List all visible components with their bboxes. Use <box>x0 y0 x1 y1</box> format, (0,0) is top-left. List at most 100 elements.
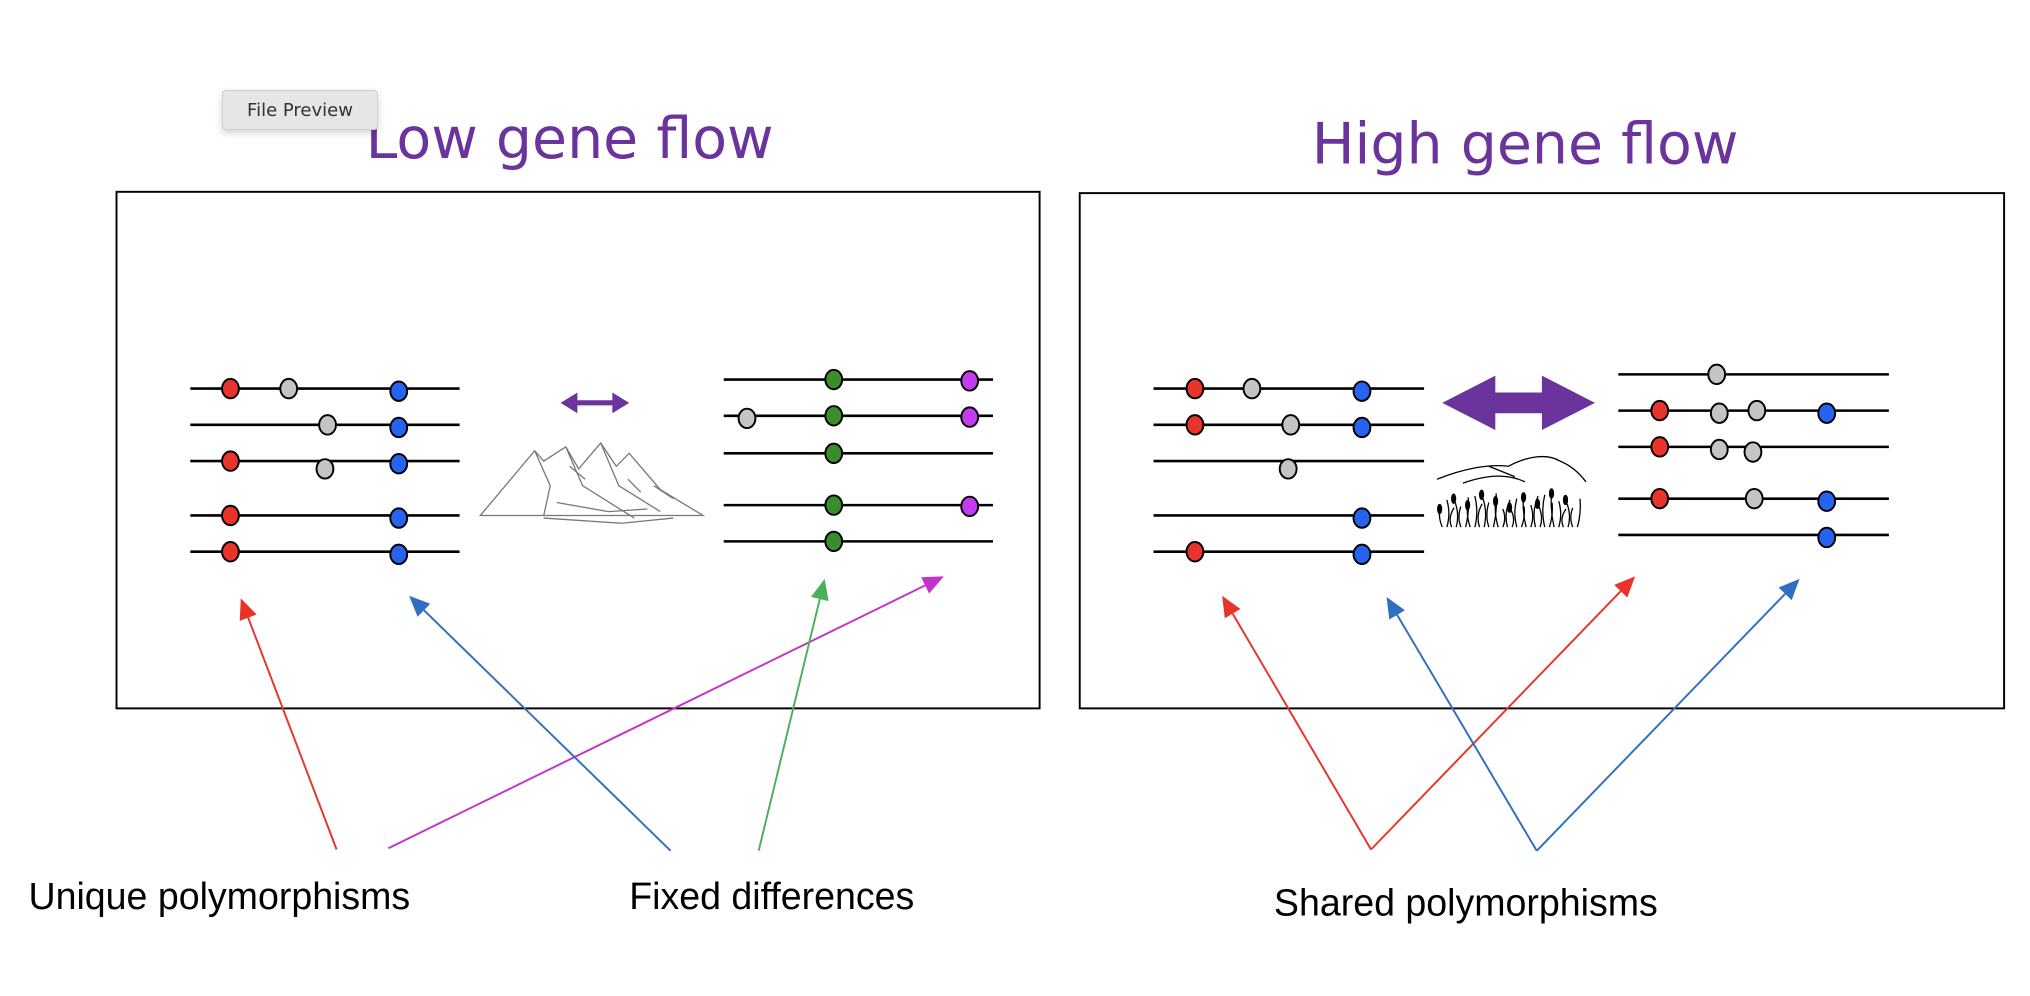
shared-red-arrow-left <box>1222 595 1372 850</box>
grass-blade <box>1474 495 1478 528</box>
gray-allele-dot <box>1743 441 1763 463</box>
gray-allele-dot <box>1747 399 1767 422</box>
blue-allele-dot <box>1352 380 1372 402</box>
grass-seedhead <box>1479 489 1485 500</box>
blue-allele-dot <box>1817 526 1837 549</box>
blue-allele-dot <box>1817 490 1837 512</box>
fixed-blue-arrow <box>409 595 672 852</box>
red-allele-dot <box>1185 414 1205 436</box>
gray-allele-dot <box>1242 377 1262 400</box>
grass-blade <box>1449 507 1455 528</box>
blue-allele-dot <box>1352 416 1372 439</box>
purple-allele-dot <box>960 406 980 428</box>
grass-blade <box>1477 503 1483 528</box>
grass-blade <box>1570 507 1574 528</box>
mountains-icon <box>478 441 706 524</box>
shared-blue-arrow-left <box>1386 597 1538 852</box>
arrowhead-icon <box>810 578 829 602</box>
arrowhead-icon <box>409 595 431 617</box>
arrowhead-icon <box>1778 578 1800 601</box>
purple-allele-dot <box>960 495 980 518</box>
shared-blue-arrow-right <box>1536 578 1800 852</box>
grass-blade <box>1458 506 1462 528</box>
low-population-b <box>723 368 993 553</box>
green-allele-dot <box>824 368 844 391</box>
red-allele-dot <box>221 377 240 400</box>
green-allele-dot <box>824 442 844 465</box>
grass-blade <box>1514 498 1518 528</box>
arrowhead-icon <box>239 598 257 621</box>
grass-blade <box>1502 508 1506 528</box>
fixed-differences-label: Fixed differences <box>629 875 914 917</box>
red-allele-dot <box>1650 436 1670 458</box>
grass-blade <box>1505 499 1511 528</box>
grass-seedhead <box>1534 498 1541 510</box>
fixed-green-arrow <box>757 578 829 852</box>
low-gene-flow-panel <box>115 190 1041 710</box>
high-gene-flow-panel <box>1078 192 2006 710</box>
small-flow-arrow-icon <box>560 392 630 414</box>
high-population-a <box>1153 377 1425 565</box>
shared-polymorphisms-label: Shared polymorphisms <box>1274 882 1658 924</box>
grass-seedhead <box>1520 492 1527 503</box>
red-allele-dot <box>221 541 240 563</box>
green-allele-dot <box>824 530 844 553</box>
blue-allele-dot <box>1352 507 1372 529</box>
blue-allele-dot <box>1817 402 1837 424</box>
unique-polymorphisms-label: Unique polymorphisms <box>28 875 410 917</box>
grass-seedhead <box>1465 499 1471 511</box>
grass-blade <box>1533 495 1539 528</box>
grass-blade <box>1576 498 1581 528</box>
blue-allele-dot <box>1352 543 1372 565</box>
file-preview-tooltip: File Preview <box>222 90 378 130</box>
high-population-b <box>1618 363 1889 549</box>
shared-red-arrow-right <box>1370 576 1636 851</box>
big-flow-arrow-icon <box>1442 375 1595 431</box>
red-allele-dot <box>1650 487 1670 510</box>
red-allele-dot <box>1185 541 1205 563</box>
grassland-icon <box>1436 455 1587 528</box>
grass-seedhead <box>1548 488 1555 499</box>
arrowhead-icon <box>1614 576 1636 598</box>
grass-seedhead <box>1492 496 1499 507</box>
green-allele-dot <box>824 494 844 516</box>
grass-blade <box>1464 497 1470 528</box>
grass-seedhead <box>1506 502 1513 513</box>
gray-allele-dot <box>1709 402 1729 424</box>
arrowhead-icon <box>1222 595 1241 619</box>
low-population-a <box>190 377 460 565</box>
grass-seedhead <box>1451 493 1457 504</box>
gray-allele-dot <box>1709 438 1729 461</box>
gray-allele-dot <box>1278 458 1298 480</box>
grass-blade <box>1558 501 1562 528</box>
grass-blade <box>1542 494 1546 528</box>
gray-allele-dot <box>318 414 337 436</box>
blue-allele-dot <box>389 507 409 529</box>
purple-allele-dot <box>960 370 980 392</box>
gray-allele-dot <box>1281 414 1301 436</box>
blue-allele-dot <box>389 543 409 565</box>
high-gene-flow-title: High gene flow <box>1312 111 1739 177</box>
gray-allele-dot <box>737 407 757 430</box>
grass-blade <box>1486 502 1490 528</box>
blue-allele-dot <box>389 453 409 475</box>
gray-allele-dot <box>1707 363 1727 386</box>
unique-red-arrow <box>239 598 338 850</box>
blue-allele-dot <box>389 380 409 402</box>
red-allele-dot <box>1185 377 1205 400</box>
gray-allele-dot <box>315 458 335 480</box>
grass-blade <box>1446 499 1450 528</box>
red-allele-dot <box>221 450 240 472</box>
grass-seedhead <box>1437 503 1443 515</box>
low-gene-flow-title: Low gene flow <box>366 106 774 172</box>
green-allele-dot <box>824 405 844 427</box>
blue-allele-dot <box>389 416 409 439</box>
unique-magenta-arrow <box>387 576 944 850</box>
red-allele-dot <box>1650 399 1670 422</box>
arrowhead-icon <box>1386 597 1405 620</box>
grass-blade <box>1561 508 1567 528</box>
grass-blade <box>1530 504 1534 528</box>
red-allele-dot <box>221 504 240 527</box>
arrowhead-icon <box>921 576 944 594</box>
